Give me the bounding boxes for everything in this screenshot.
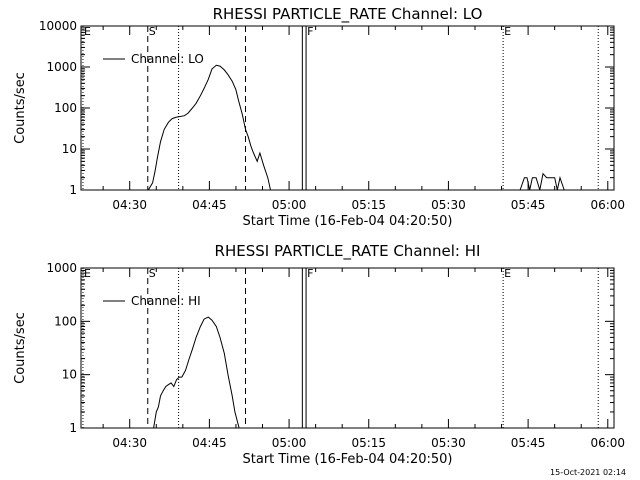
plot-frame [80, 267, 615, 429]
plot-frame [80, 25, 615, 191]
x-tick-label: 05:45 [511, 198, 546, 212]
y-tick-label: 100 [54, 101, 77, 115]
y-tick-label: 1 [69, 183, 77, 197]
x-tick-label: 05:15 [351, 436, 386, 450]
x-tick-label: 06:00 [590, 436, 625, 450]
x-tick-label: 05:30 [431, 436, 466, 450]
x-tick-label: 05:15 [351, 198, 386, 212]
x-tick-label: 04:45 [192, 198, 227, 212]
marker-label: E [504, 267, 511, 280]
legend-label: Channel: HI [131, 294, 201, 308]
y-tick-label: 10 [62, 142, 77, 156]
y-tick-label: 1000 [46, 60, 77, 74]
legend-label: Channel: LO [131, 52, 204, 66]
y-tick-label: 1 [69, 421, 77, 435]
series-line [519, 172, 565, 191]
x-tick-label: 05:45 [511, 436, 546, 450]
marker-label: F [307, 25, 313, 38]
x-tick-label: 05:30 [431, 198, 466, 212]
marker-label: E [84, 25, 91, 38]
series-line [153, 316, 240, 429]
y-tick-label: 10000 [39, 19, 77, 33]
y-tick-label: 100 [54, 314, 77, 328]
chart-title: RHESSI PARTICLE_RATE Channel: LO [213, 5, 483, 24]
chart-title: RHESSI PARTICLE_RATE Channel: HI [215, 242, 481, 261]
y-axis-label: Counts/sec [13, 72, 28, 144]
y-tick-label: 10 [62, 368, 77, 382]
x-tick-label: 05:00 [272, 198, 307, 212]
y-axis-label: Counts/sec [13, 312, 28, 384]
y-tick-label: 1000 [46, 261, 77, 275]
x-tick-label: 06:00 [590, 198, 625, 212]
chart-panel-1: RHESSI PARTICLE_RATE Channel: HI 1 10 100 10… [13, 242, 625, 467]
marker-label: S [149, 267, 156, 280]
x-axis-label: Start Time (16-Feb-04 04:20:50) [243, 452, 453, 467]
chart-panel-0: RHESSI PARTICLE_RATE Channel: LO 1 10 100 10… [13, 5, 625, 229]
x-tick-label: 04:30 [112, 198, 147, 212]
footer-timestamp: 15-Oct-2021 02:14 [550, 468, 626, 477]
x-tick-label: 04:45 [192, 436, 227, 450]
x-tick-label: 04:30 [112, 436, 147, 450]
marker-label: E [84, 267, 91, 280]
x-axis-label: Start Time (16-Feb-04 04:20:50) [243, 214, 453, 229]
marker-label: E [504, 25, 511, 38]
series-line [147, 64, 271, 191]
marker-label: F [307, 267, 313, 280]
x-tick-label: 05:00 [272, 436, 307, 450]
marker-label: S [149, 25, 156, 38]
